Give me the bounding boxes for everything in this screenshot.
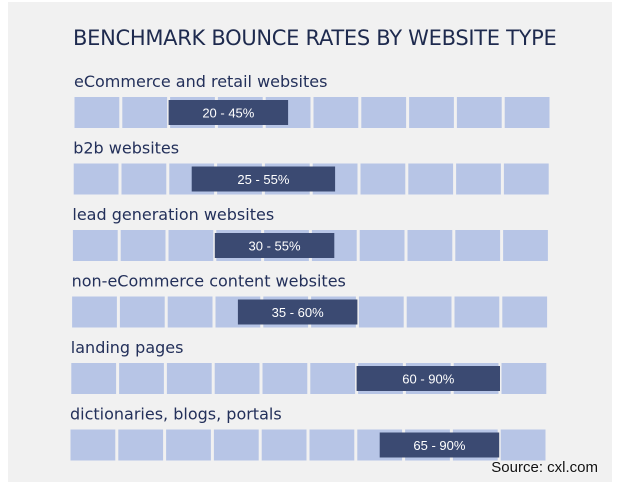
- chart-row: dictionaries, blogs, portals 65 - 90%: [70, 405, 546, 461]
- chart-row: eCommerce and retail websites 20 - 45%: [74, 72, 550, 128]
- grid-cell: [121, 163, 167, 195]
- row-label: lead generation websites: [72, 205, 274, 224]
- grid-cell: [214, 363, 260, 394]
- grid-cell: [71, 363, 117, 394]
- grid-cell: [455, 230, 501, 261]
- range-bar: [379, 432, 500, 458]
- grid-cell: [261, 429, 307, 461]
- range-label: 65 - 90%: [413, 438, 465, 453]
- range-bar: [191, 166, 336, 192]
- grid-cell: [262, 363, 308, 394]
- grid-cell: [72, 296, 117, 328]
- range-label: 35 - 60%: [272, 305, 324, 320]
- row-label: dictionaries, blogs, portals: [70, 405, 282, 424]
- grid-cell: [74, 97, 120, 128]
- grid-cell: [409, 97, 454, 128]
- source-credit: Source: cxl.com: [491, 459, 598, 476]
- range-label: 30 - 55%: [249, 239, 301, 254]
- grid-cell: [120, 230, 166, 261]
- grid-cell: [167, 296, 213, 328]
- range-label: 60 - 90%: [402, 372, 454, 387]
- range-bar: [168, 100, 289, 125]
- row-label: non-eCommerce content websites: [72, 272, 346, 291]
- bounce-rate-chart: eCommerce and retail websites 20 - 45% b2b…: [70, 72, 550, 461]
- grid-cell: [456, 97, 502, 128]
- grid-cell: [119, 296, 165, 328]
- grid-cell: [360, 163, 406, 195]
- grid-cell: [501, 363, 547, 394]
- grid-cell: [361, 97, 407, 128]
- grid-cell: [503, 230, 548, 261]
- grid-cell: [73, 163, 119, 195]
- range-bar: [356, 366, 500, 391]
- grid-cell: [70, 429, 116, 461]
- chart-card: BENCHMARK BOUNCE RATES BY WEBSITE TYPE e…: [8, 2, 612, 482]
- grid-cell: [166, 363, 212, 394]
- grid-cell: [407, 230, 453, 261]
- grid-cell: [454, 296, 500, 328]
- grid-cell: [168, 230, 214, 261]
- chart-title: BENCHMARK BOUNCE RATES BY WEBSITE TYPE: [73, 26, 557, 50]
- grid-cell: [119, 363, 164, 394]
- grid-cell: [313, 97, 359, 128]
- grid-cell: [118, 429, 164, 461]
- range-bar: [214, 233, 335, 258]
- grid-cell: [502, 296, 548, 328]
- grid-cell: [500, 429, 546, 461]
- row-label: b2b websites: [73, 139, 179, 158]
- range-label: 25 - 55%: [237, 172, 289, 187]
- grid-cell: [504, 97, 550, 128]
- row-label: landing pages: [71, 338, 184, 357]
- grid-cell: [72, 230, 118, 261]
- grid-cell: [503, 163, 549, 195]
- grid-cell: [358, 296, 404, 328]
- grid-cell: [456, 163, 501, 195]
- chart-row: lead generation websites 30 - 55%: [72, 205, 548, 261]
- grid-cell: [166, 429, 211, 461]
- grid-cell: [408, 163, 454, 195]
- chart-row: b2b websites 25 - 55%: [73, 139, 549, 195]
- chart-row: non-eCommerce content websites 35 - 60%: [72, 272, 548, 328]
- grid-cell: [213, 429, 259, 461]
- grid-cell: [310, 363, 356, 394]
- chart-row: landing pages 60 - 90%: [71, 338, 547, 394]
- row-label: eCommerce and retail websites: [74, 72, 327, 91]
- grid-cell: [122, 97, 168, 128]
- grid-cell: [359, 230, 405, 261]
- grid-cell: [309, 429, 355, 461]
- range-bar: [237, 299, 358, 325]
- range-label: 20 - 45%: [202, 106, 254, 121]
- grid-cell: [406, 296, 452, 328]
